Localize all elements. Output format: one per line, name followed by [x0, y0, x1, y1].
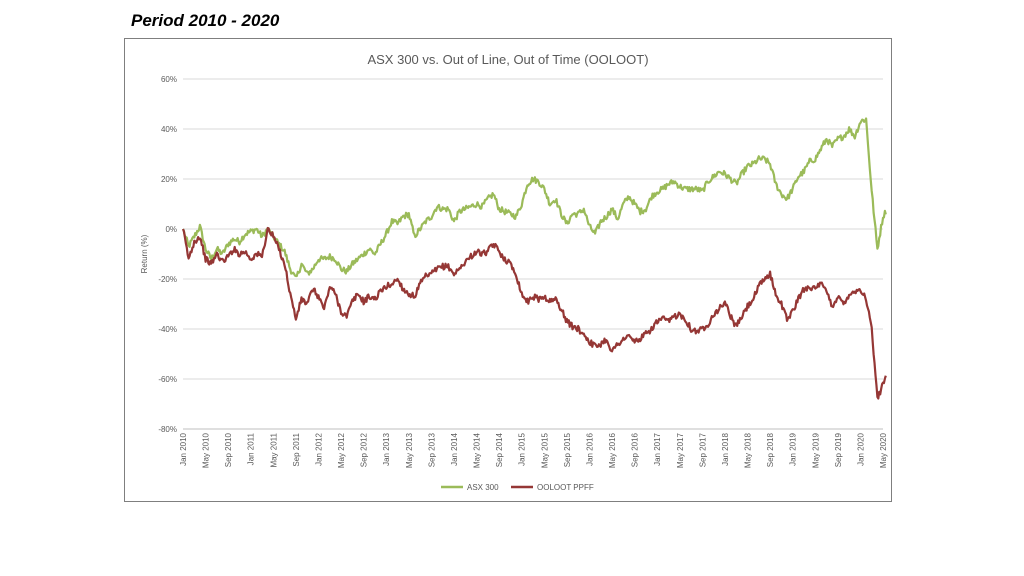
x-tick-label: Sep 2015 [563, 432, 572, 467]
x-tick-label: Sep 2016 [631, 432, 640, 467]
x-tick-label: Sep 2017 [698, 432, 707, 467]
y-tick-label: 60% [161, 75, 177, 84]
x-tick-label: Jan 2018 [721, 432, 730, 465]
x-tick-label: Sep 2012 [360, 432, 369, 467]
y-tick-label: -40% [158, 325, 177, 334]
y-tick-label: 0% [165, 225, 177, 234]
legend-label: ASX 300 [467, 483, 499, 492]
x-tick-label: May 2017 [676, 432, 685, 468]
y-axis-tick-labels: 60% 40% 20% 0% -20% -40% -60% -80% [158, 75, 177, 434]
x-tick-label: Jan 2020 [856, 432, 865, 465]
y-tick-label: 20% [161, 175, 177, 184]
x-tick-label: Jan 2016 [585, 432, 594, 465]
y-tick-label: -20% [158, 275, 177, 284]
series-lines [181, 117, 887, 400]
y-tick-label: -60% [158, 375, 177, 384]
x-tick-label: Jan 2013 [382, 432, 391, 465]
x-tick-label: Jan 2014 [450, 432, 459, 465]
legend: ASX 300 OOLOOT PPFF [441, 483, 594, 492]
x-tick-label: May 2016 [608, 432, 617, 468]
x-tick-label: May 2019 [811, 432, 820, 468]
y-tick-label: -80% [158, 425, 177, 434]
x-tick-label: Sep 2019 [834, 432, 843, 467]
series-line-asx-300 [181, 117, 887, 278]
legend-label: OOLOOT PPFF [537, 483, 594, 492]
x-tick-label: May 2020 [879, 432, 888, 468]
x-tick-label: Jan 2010 [179, 432, 188, 465]
chart-container: 60% 40% 20% 0% -20% -40% -60% -80% Jan 2010 May … [124, 38, 892, 502]
x-tick-label: May 2010 [202, 432, 211, 468]
x-tick-label: Jan 2012 [314, 432, 323, 465]
x-tick-label: Jan 2015 [518, 432, 527, 465]
x-tick-label: Sep 2010 [224, 432, 233, 467]
y-axis-label: Return (%) [140, 234, 149, 273]
gridlines [183, 78, 883, 380]
x-tick-label: Jan 2019 [789, 432, 798, 465]
line-chart: 60% 40% 20% 0% -20% -40% -60% -80% Jan 2010 May … [140, 52, 888, 492]
x-tick-label: Sep 2014 [495, 432, 504, 467]
page-heading: Period 2010 - 2020 [131, 11, 280, 30]
x-tick-label: May 2013 [405, 432, 414, 468]
chart-title: ASX 300 vs. Out of Line, Out of Time (OO… [367, 52, 648, 67]
series-line-ooloot-ppff [181, 226, 887, 400]
x-tick-label: Sep 2011 [292, 432, 301, 466]
x-tick-label: May 2018 [744, 432, 753, 468]
x-tick-label: Sep 2018 [766, 432, 775, 467]
y-tick-label: 40% [161, 125, 177, 134]
x-tick-label: May 2014 [473, 432, 482, 468]
x-tick-label: May 2012 [337, 432, 346, 468]
x-tick-label: Sep 2013 [427, 432, 436, 467]
x-tick-label: May 2015 [540, 432, 549, 468]
x-axis-tick-labels: Jan 2010 May 2010 Sep 2010 Jan 2011 May 2011… [179, 432, 888, 468]
x-tick-label: May 2011 [269, 432, 278, 467]
x-tick-label: Jan 2017 [653, 432, 662, 465]
x-tick-label: Jan 2011 [247, 432, 256, 465]
